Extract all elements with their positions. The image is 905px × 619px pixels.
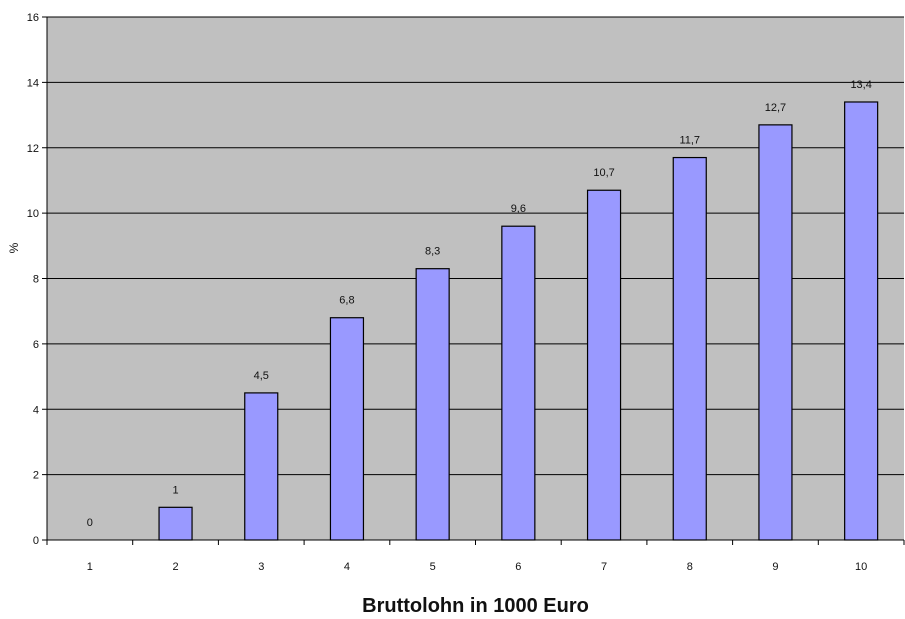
x-tick-label: 10: [855, 561, 867, 573]
x-tick-label: 6: [515, 561, 521, 573]
x-tick-label: 1: [87, 561, 93, 573]
y-tick-label: 12: [27, 143, 39, 155]
bar: [758, 124, 793, 541]
bar: [415, 268, 450, 541]
x-tick-label: 3: [258, 561, 264, 573]
bar: [158, 506, 193, 541]
y-axis-title: %: [7, 242, 21, 253]
data-label: 1: [172, 484, 178, 496]
bar: [244, 392, 279, 541]
y-axis: 0 2 4 6 8 10 12 14 16: [27, 12, 48, 547]
y-tick-label: 2: [33, 470, 39, 482]
bar: [329, 317, 365, 541]
data-label: 0: [87, 517, 93, 529]
data-label: 8,3: [425, 246, 440, 258]
data-label: 13,4: [850, 79, 871, 91]
y-tick-label: 14: [27, 77, 39, 89]
x-tick-label: 7: [601, 561, 607, 573]
bar: [844, 101, 879, 541]
data-label: 12,7: [765, 102, 786, 114]
data-label: 11,7: [679, 135, 700, 147]
bars: [158, 101, 879, 541]
x-tick-label: 4: [344, 561, 350, 573]
x-tick-label: 9: [772, 561, 778, 573]
y-tick-label: 8: [33, 274, 39, 286]
x-tick-label: 5: [430, 561, 436, 573]
y-tick-label: 4: [33, 404, 39, 416]
x-tick-label: 2: [172, 561, 178, 573]
bar: [501, 225, 536, 541]
data-label: 6,8: [339, 295, 354, 307]
y-tick-label: 10: [27, 208, 39, 220]
x-axis: 1 2 3 4 5 6 7 8 9 10: [46, 539, 905, 573]
bar: [586, 189, 622, 541]
y-tick-label: 6: [33, 339, 39, 351]
data-labels: 0 1 4,5 6,8 8,3 9,6 10,7 11,7 12,7 13,4: [87, 79, 872, 529]
data-label: 10,7: [593, 167, 614, 179]
data-label: 4,5: [254, 370, 269, 382]
x-tick-label: 8: [687, 561, 693, 573]
bar: [672, 156, 707, 541]
y-tick-label: 16: [27, 12, 39, 24]
y-tick-label: 0: [33, 535, 39, 547]
data-label: 9,6: [511, 203, 526, 215]
x-axis-title: Bruttolohn in 1000 Euro: [362, 595, 589, 617]
